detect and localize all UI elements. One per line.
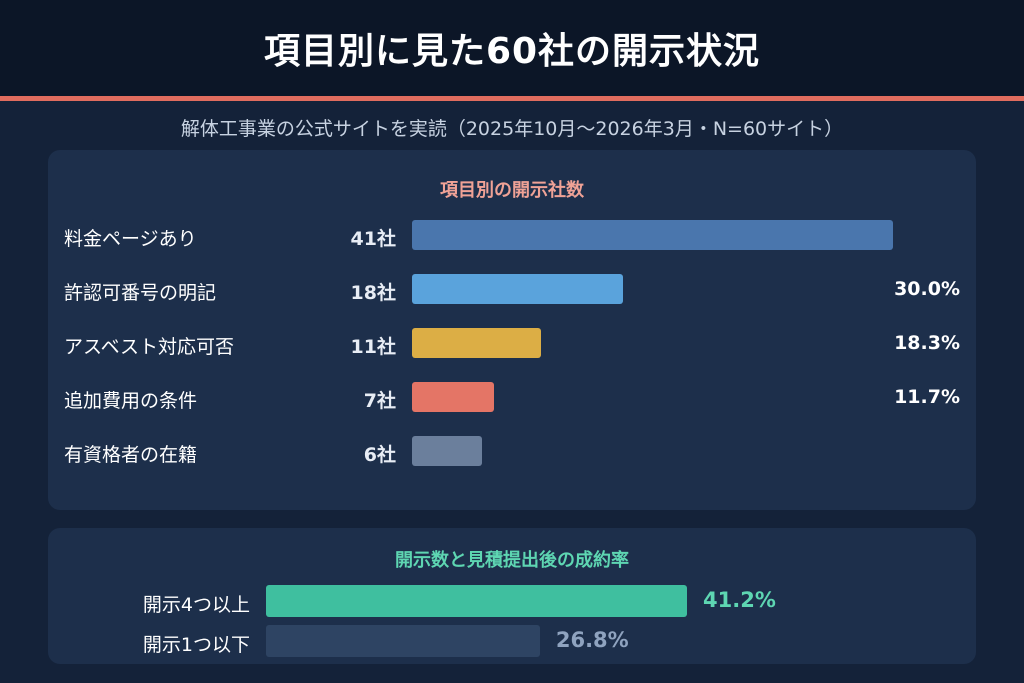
page-subtitle: 解体工事業の公式サイトを実読（2025年10月〜2026年3月・N=60サイト） <box>180 118 844 140</box>
row-count: 7社 <box>363 390 396 412</box>
row-count: 41社 <box>350 228 396 250</box>
row-label: 料金ページあり <box>64 228 197 250</box>
row-label: 許認可番号の明記 <box>64 282 217 304</box>
row-count: 18社 <box>350 282 396 304</box>
page-title: 項目別に見た60社の開示状況 <box>263 31 761 72</box>
bar <box>412 328 542 358</box>
row-percent: 11.7% <box>894 386 960 408</box>
bar <box>412 436 483 466</box>
header: 項目別に見た60社の開示状況 <box>0 0 1024 96</box>
comparison-label: 開示1つ以下 <box>142 634 250 656</box>
row-label: 追加費用の条件 <box>64 390 198 412</box>
row-count: 11社 <box>350 336 396 358</box>
comparison-value: 41.2% <box>703 588 776 612</box>
conversion-rate-panel: 開示数と見積提出後の成約率 開示4つ以上 41.2% 開示1つ以下 26.8% <box>48 528 976 664</box>
comparison-bar <box>266 585 687 617</box>
disclosure-count-panel: 項目別の開示社数 料金ページあり 41社許認可番号の明記 18社 30.0% アスベスト… <box>48 150 976 510</box>
row-percent: 18.3% <box>894 332 960 354</box>
bar <box>412 274 624 304</box>
comparison-value: 26.8% <box>555 628 629 652</box>
comparison-bar <box>266 625 540 657</box>
panel-title-conversion-rate: 開示数と見積提出後の成約率 <box>395 550 629 571</box>
comparison-label: 開示4つ以上 <box>142 594 250 616</box>
row-label: アスベスト対応可否 <box>64 336 235 358</box>
bar <box>412 382 495 412</box>
row-count: 6社 <box>363 444 396 466</box>
bar <box>412 220 893 250</box>
panel-title-disclosure-count: 項目別の開示社数 <box>440 180 584 201</box>
row-label: 有資格者の在籍 <box>64 444 198 466</box>
row-percent: 30.0% <box>894 278 960 300</box>
accent-divider <box>0 96 1024 101</box>
